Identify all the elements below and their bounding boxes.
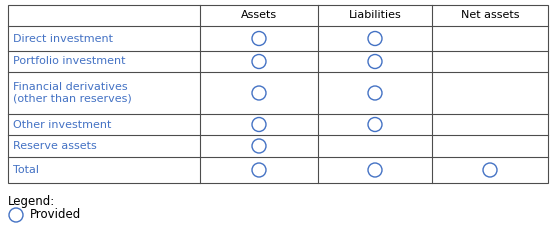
- Text: Other investment: Other investment: [13, 120, 111, 129]
- Bar: [8, 5, 548, 183]
- Text: Portfolio investment: Portfolio investment: [13, 56, 125, 67]
- Text: Financial derivatives
(other than reserves): Financial derivatives (other than reserv…: [13, 82, 132, 104]
- Text: Total: Total: [13, 165, 39, 175]
- Text: Net assets: Net assets: [461, 11, 519, 20]
- Text: Provided: Provided: [30, 208, 81, 221]
- Text: Legend:: Legend:: [8, 195, 55, 208]
- Text: Direct investment: Direct investment: [13, 33, 113, 43]
- Text: Liabilities: Liabilities: [349, 11, 402, 20]
- Text: Assets: Assets: [241, 11, 277, 20]
- Text: Reserve assets: Reserve assets: [13, 141, 97, 151]
